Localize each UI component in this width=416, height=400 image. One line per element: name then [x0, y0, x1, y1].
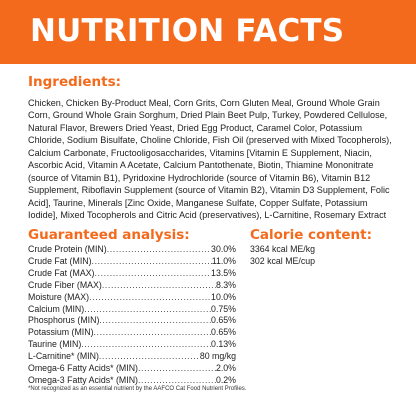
- nutrient-name: L-Carnitine* (MIN): [28, 351, 99, 362]
- dot-leader: [84, 304, 211, 314]
- nutrient-value: 2.0%: [215, 363, 236, 374]
- nutrient-row: Crude Fat (MIN) 11.0%: [28, 256, 236, 268]
- nutrient-value: 13.5%: [211, 267, 236, 278]
- nutrient-name: Calcium (MIN): [28, 303, 85, 314]
- nutrient-value: 0.75%: [211, 303, 236, 314]
- nutrient-row: Omega-3 Fatty Acids* (MIN) 0.2%: [28, 375, 236, 387]
- dot-leader: [99, 351, 200, 361]
- nutrient-name: Omega-6 Fatty Acids* (MIN): [28, 363, 138, 374]
- nutrient-row: Crude Protein (MIN) 30.0%: [28, 244, 236, 256]
- guaranteed-analysis-table: Crude Protein (MIN) 30.0% Crude Fat (MIN…: [28, 244, 236, 387]
- nutrient-name: Omega-3 Fatty Acids* (MIN): [28, 374, 138, 385]
- nutrient-value: 30.0%: [211, 244, 236, 254]
- nutrient-name: Crude Fiber (MAX): [28, 279, 102, 290]
- nutrient-name: Moisture (MAX): [28, 291, 90, 302]
- nutrient-value: 11.0%: [211, 255, 236, 266]
- dot-leader: [94, 268, 211, 278]
- nutrient-value: 8.3%: [215, 279, 236, 290]
- nutrient-row: Calcium (MIN) 0.75%: [28, 304, 236, 316]
- calorie-item-per-kg: 3364 kcal ME/kg: [250, 244, 316, 254]
- nutrient-value: 80 mg/kg: [199, 351, 236, 362]
- nutrient-row: Moisture (MAX) 10.0%: [28, 292, 236, 304]
- nutrient-name: Phosphorus (MIN): [28, 315, 100, 326]
- nutrient-row: Potassium (MIN) 0.65%: [28, 327, 236, 339]
- dot-leader: [89, 292, 211, 302]
- dot-leader: [138, 363, 216, 373]
- calorie-content-list: 3364 kcal ME/kg 302 kcal ME/cup: [250, 244, 315, 268]
- dot-leader: [81, 339, 211, 349]
- dot-leader: [107, 244, 211, 254]
- calorie-content-heading: Calorie content:: [250, 227, 373, 243]
- guaranteed-analysis-heading: Guaranteed analysis:: [28, 227, 190, 243]
- dot-leader: [92, 256, 212, 266]
- dot-leader: [138, 375, 216, 385]
- footnote: *Not recognized as an essential nutrient…: [28, 386, 247, 392]
- nutrient-value: 0.13%: [211, 339, 236, 350]
- nutrient-row: Crude Fiber (MAX) 8.3%: [28, 280, 236, 292]
- nutrient-name: Crude Protein (MIN): [28, 244, 107, 254]
- nutrient-row: L-Carnitine* (MIN) 80 mg/kg: [28, 351, 236, 363]
- ingredients-text: Chicken, Chicken By-Product Meal, Corn G…: [28, 98, 392, 221]
- nutrient-row: Omega-6 Fatty Acids* (MIN) 2.0%: [28, 363, 236, 375]
- calorie-item-per-cup: 302 kcal ME/cup: [250, 255, 316, 266]
- nutrient-value: 0.65%: [211, 327, 236, 338]
- nutrient-row: Taurine (MIN) 0.13%: [28, 339, 236, 351]
- nutrient-name: Potassium (MIN): [28, 327, 94, 338]
- nutrient-name: Taurine (MIN): [28, 339, 82, 350]
- nutrient-value: 10.0%: [211, 291, 236, 302]
- dot-leader: [94, 327, 212, 337]
- nutrient-value: 0.2%: [215, 374, 236, 385]
- nutrient-value: 0.65%: [211, 315, 236, 326]
- nutrient-row: Phosphorus (MIN) 0.65%: [28, 315, 236, 327]
- header-banner: NUTRITION FACTS: [0, 0, 416, 64]
- dot-leader: [99, 315, 211, 325]
- nutrient-name: Crude Fat (MAX): [28, 267, 95, 278]
- page-title: NUTRITION FACTS: [30, 13, 345, 49]
- nutrient-row: Crude Fat (MAX) 13.5%: [28, 268, 236, 280]
- nutrient-name: Crude Fat (MIN): [28, 255, 92, 266]
- ingredients-heading: Ingredients:: [28, 74, 122, 90]
- dot-leader: [102, 280, 216, 290]
